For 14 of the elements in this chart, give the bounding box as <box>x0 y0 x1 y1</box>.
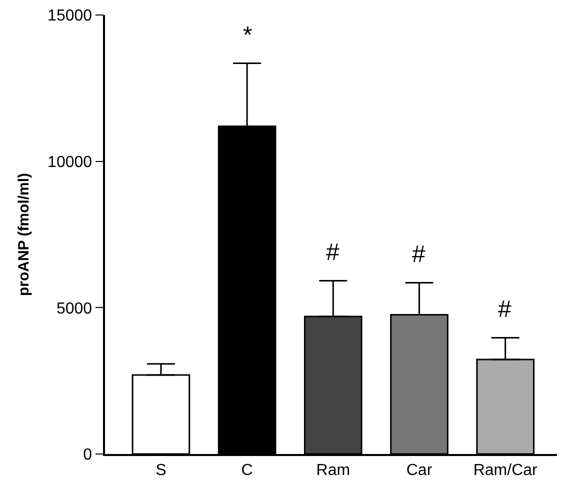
y-tick-label: 15000 <box>48 8 92 25</box>
annotation: # <box>498 296 512 323</box>
y-axis-title: proANP (fmol/ml) <box>15 172 32 296</box>
y-tick-label: 5000 <box>56 300 92 318</box>
annotation: # <box>326 239 340 266</box>
annotation: * <box>243 22 252 49</box>
annotation: # <box>412 241 426 268</box>
x-tick-label: Car <box>406 462 433 479</box>
y-tick-label: 0 <box>83 446 92 464</box>
x-tick-label: Ram/Car <box>473 462 538 479</box>
x-tick-label: Ram <box>316 462 350 479</box>
y-tick-label: 10000 <box>48 154 92 171</box>
x-tick-label: S <box>156 462 166 479</box>
x-tick-label: C <box>241 462 253 479</box>
